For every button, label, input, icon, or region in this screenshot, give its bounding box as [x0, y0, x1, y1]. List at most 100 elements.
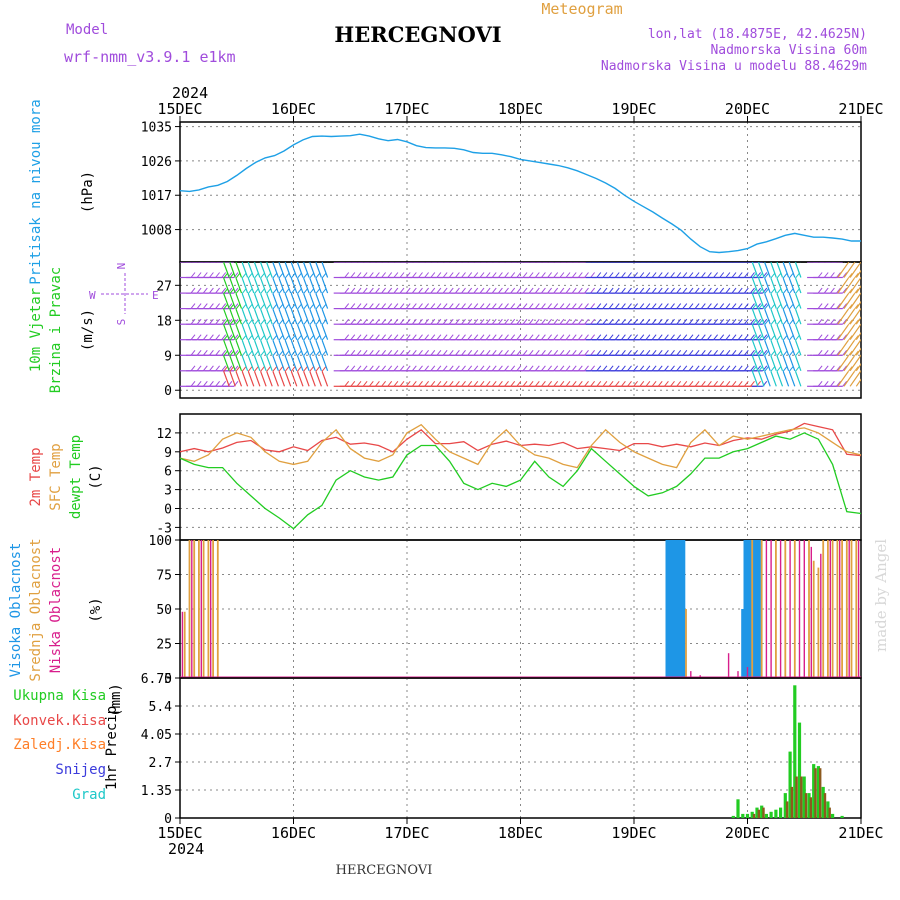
wind-barb-flag: [817, 318, 823, 325]
wind-barb-flag: [241, 303, 247, 310]
wind-barb: [223, 324, 230, 340]
wind-barb-flag: [430, 318, 436, 325]
precip-total-bar: [755, 807, 759, 818]
y-tick-label: 0: [164, 812, 172, 827]
wind-barb-flag: [235, 350, 241, 357]
wind-barb-flag: [516, 272, 522, 278]
wind-barb-flag: [657, 272, 663, 278]
wind-barb-flag: [241, 272, 247, 279]
wind-barb-flag: [424, 365, 429, 372]
wind-barb-flag: [356, 287, 362, 294]
wind-barb-flag: [614, 349, 620, 356]
wind-barb-flag: [553, 334, 559, 341]
wind-barb-flag: [260, 334, 265, 341]
wind-barb-flag: [633, 380, 638, 387]
wind-barb: [849, 340, 861, 356]
y-tick-label: 0: [164, 672, 172, 687]
wind-barb-flag: [795, 272, 800, 279]
wind-barb-flag: [541, 272, 546, 278]
y-tick-label: 25: [156, 638, 172, 653]
wind-barb-flag: [528, 303, 534, 309]
wind-barb: [788, 293, 796, 309]
y-tick-label: 6: [164, 465, 172, 480]
legend-temp-sfc: SFC Temp: [48, 443, 64, 510]
wind-barb: [223, 262, 230, 278]
wind-barb-flag: [221, 318, 227, 325]
wind-barb-flag: [321, 319, 327, 326]
wind-barb-flag: [290, 303, 296, 310]
legend-cloud-low: Niska Oblacnost: [48, 547, 64, 673]
wind-barb-flag: [442, 318, 448, 325]
wind-barb-flag: [196, 349, 202, 356]
wind-barb: [278, 339, 286, 356]
precip-conv-bar: [823, 793, 827, 818]
wind-barb-flag: [782, 334, 788, 341]
wind-barb-flag: [547, 380, 552, 387]
y-tick-label: 50: [156, 603, 172, 618]
wind-barb-flag: [510, 318, 516, 325]
wind-barb-flag: [344, 349, 350, 356]
wind-barb-flag: [788, 365, 794, 372]
wind-barb-flag: [504, 334, 509, 341]
wind-barb-flag: [743, 380, 749, 387]
wind-barb-flag: [743, 272, 749, 278]
wind-barb-flag: [743, 303, 749, 309]
wind-barb-flag: [223, 365, 229, 372]
wind-barb-flag: [387, 303, 393, 309]
wind-barb: [315, 308, 322, 325]
wind-barb-flag: [731, 365, 737, 372]
wind-barb-flag: [399, 303, 405, 309]
precip-total-bar: [821, 786, 825, 818]
x-tick-label-top: 15DEC: [157, 100, 202, 118]
wind-barb-flag: [350, 349, 356, 356]
wind-barb-flag: [670, 365, 675, 372]
wind-barb-flag: [627, 272, 632, 278]
wind-barb: [757, 262, 758, 263]
wind-barb-flag: [411, 349, 417, 356]
wind-barb-flag: [608, 349, 614, 356]
wind-barb-flag: [411, 365, 417, 372]
x-tick-label-bottom: 17DEC: [384, 824, 429, 842]
wind-barb-flag: [627, 334, 632, 341]
wind-barb-flag: [559, 349, 565, 356]
wind-barb-flag: [473, 349, 479, 356]
wind-barb: [259, 262, 260, 263]
wind-barb-flag: [479, 380, 485, 387]
wind-barb: [776, 371, 784, 387]
wind-barb-flag: [455, 365, 460, 372]
wind-barb-flag: [309, 334, 315, 341]
wind-barb-flag: [541, 349, 546, 356]
wind-barb-flag: [633, 365, 638, 372]
wind-barb-flag: [411, 334, 417, 341]
wind-barb: [770, 371, 777, 387]
wind-barb-flag: [522, 349, 528, 356]
wind-barb-flag: [309, 272, 315, 279]
wind-barb-flag: [725, 380, 731, 387]
wind-barb-flag: [694, 318, 700, 325]
y-tick-label: 5.4: [149, 700, 173, 715]
wind-barb-flag: [190, 365, 196, 372]
wind-barb: [794, 277, 802, 294]
wind-barb-flag: [559, 380, 565, 387]
wind-barb-flag: [752, 350, 757, 357]
wind-barb-flag: [235, 288, 241, 294]
wind-barb-flag: [455, 334, 460, 341]
wind-barb: [241, 339, 249, 356]
wind-barb-flag: [321, 303, 327, 310]
wind-barb: [855, 378, 861, 387]
model-label: Model: [66, 22, 108, 38]
wind-barb-flag: [297, 334, 302, 341]
wind-barb-flag: [633, 303, 638, 309]
wind-barb-flag: [467, 303, 473, 309]
wind-barb-flag: [221, 380, 227, 387]
wind-barb-flag: [627, 380, 632, 387]
wind-barb-flag: [448, 272, 454, 278]
wind-barb-flag: [651, 303, 657, 309]
wind-barb-flag: [221, 287, 227, 294]
wind-barb-flag: [608, 380, 614, 387]
wind-barb-flag: [405, 380, 411, 387]
wind-barb-flag: [614, 334, 620, 341]
wind-barb-flag: [455, 287, 460, 294]
wind-barb-flag: [651, 380, 657, 387]
y-tick-label: 1026: [141, 155, 172, 170]
